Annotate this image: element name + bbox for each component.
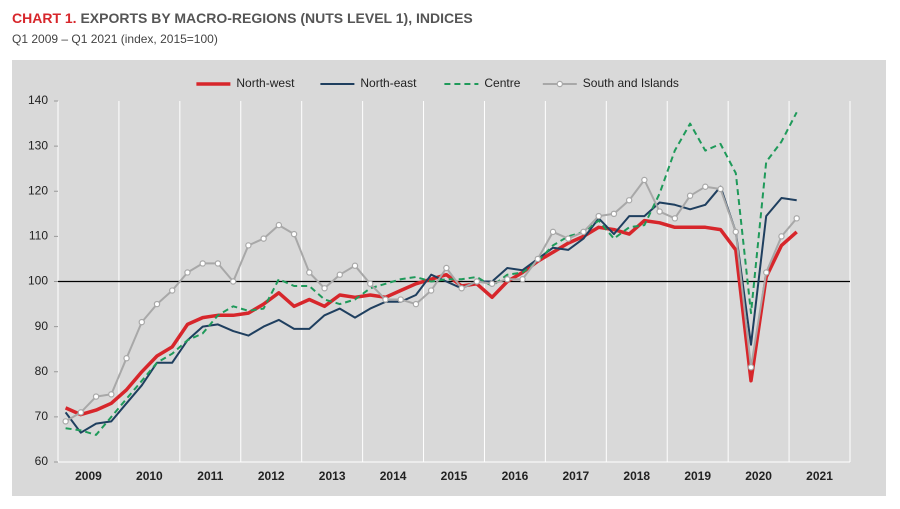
point-marker: [443, 264, 450, 272]
x-tick-label: 2021: [806, 469, 833, 483]
point-marker: [382, 296, 389, 303]
x-tick-label: 2012: [258, 469, 285, 483]
point-marker: [62, 418, 69, 425]
point-marker: [321, 285, 328, 292]
series-line: [65, 111, 798, 436]
title-number: CHART 1.: [12, 10, 77, 26]
x-tick-label: 2014: [380, 469, 407, 483]
point-marker: [473, 278, 481, 285]
x-tick-label: 2011: [197, 469, 223, 483]
point-marker: [610, 210, 618, 218]
point-marker: [625, 197, 633, 204]
y-tick-label: 110: [29, 229, 48, 243]
point-marker: [77, 409, 85, 416]
point-marker: [306, 269, 313, 276]
point-marker: [580, 228, 587, 236]
point-marker: [702, 183, 709, 190]
y-tick-label: 140: [28, 93, 48, 107]
chart-title: CHART 1. EXPORTS BY MACRO-REGIONS (NUTS …: [12, 10, 473, 26]
point-marker: [199, 260, 206, 267]
point-marker: [412, 300, 420, 308]
legend-label: Centre: [484, 76, 520, 90]
x-tick-label: 2019: [684, 469, 711, 483]
x-tick-label: 2018: [623, 469, 650, 483]
point-marker: [229, 278, 237, 285]
point-marker: [427, 287, 435, 294]
y-tick-label: 60: [35, 454, 49, 468]
point-marker: [336, 271, 343, 278]
point-marker: [123, 355, 130, 362]
x-tick-label: 2016: [502, 469, 529, 483]
point-marker: [717, 185, 724, 193]
point-marker: [245, 242, 252, 249]
x-tick-label: 2017: [562, 469, 589, 483]
point-marker: [184, 269, 191, 276]
point-marker: [763, 269, 770, 276]
point-marker: [367, 280, 374, 287]
point-marker: [458, 285, 465, 292]
y-tick-label: 120: [28, 183, 48, 197]
point-marker: [488, 280, 496, 287]
point-marker: [275, 221, 283, 229]
x-tick-label: 2020: [745, 469, 772, 483]
y-tick-label: 100: [28, 274, 48, 288]
point-marker: [656, 208, 663, 215]
x-tick-label: 2010: [136, 469, 163, 483]
point-marker: [138, 318, 145, 326]
point-marker: [686, 192, 694, 199]
point-marker: [153, 300, 161, 308]
x-tick-label: 2013: [319, 469, 346, 483]
legend-label: North-east: [360, 76, 417, 90]
point-marker: [595, 212, 602, 220]
point-marker: [793, 215, 800, 222]
x-tick-label: 2015: [441, 469, 468, 483]
point-marker: [92, 393, 100, 400]
point-marker: [747, 364, 755, 371]
point-marker: [565, 235, 572, 242]
series-line: [64, 218, 798, 417]
point-marker: [671, 215, 679, 222]
point-marker: [778, 233, 785, 240]
y-tick-label: 90: [35, 319, 49, 333]
point-marker: [549, 228, 557, 236]
y-tick-label: 70: [35, 409, 49, 423]
point-marker: [504, 276, 511, 283]
point-marker: [397, 296, 404, 303]
legend-label: South and Islands: [583, 76, 679, 90]
point-marker: [108, 391, 115, 398]
x-tick-label: 2009: [75, 469, 102, 483]
legend-marker: [556, 80, 564, 88]
point-marker: [732, 228, 739, 236]
point-marker: [519, 276, 526, 283]
y-tick-label: 130: [28, 138, 48, 152]
point-marker: [169, 287, 176, 294]
y-tick-label: 80: [35, 364, 49, 378]
title-text: EXPORTS BY MACRO-REGIONS (NUTS LEVEL 1),…: [80, 10, 472, 26]
point-marker: [534, 255, 541, 263]
point-marker: [351, 262, 359, 269]
legend-label: North-west: [236, 76, 295, 90]
point-marker: [214, 260, 222, 267]
point-marker: [641, 176, 648, 184]
point-marker: [290, 230, 298, 238]
chart-subtitle: Q1 2009 – Q1 2021 (index, 2015=100): [12, 32, 218, 46]
point-marker: [260, 235, 267, 242]
